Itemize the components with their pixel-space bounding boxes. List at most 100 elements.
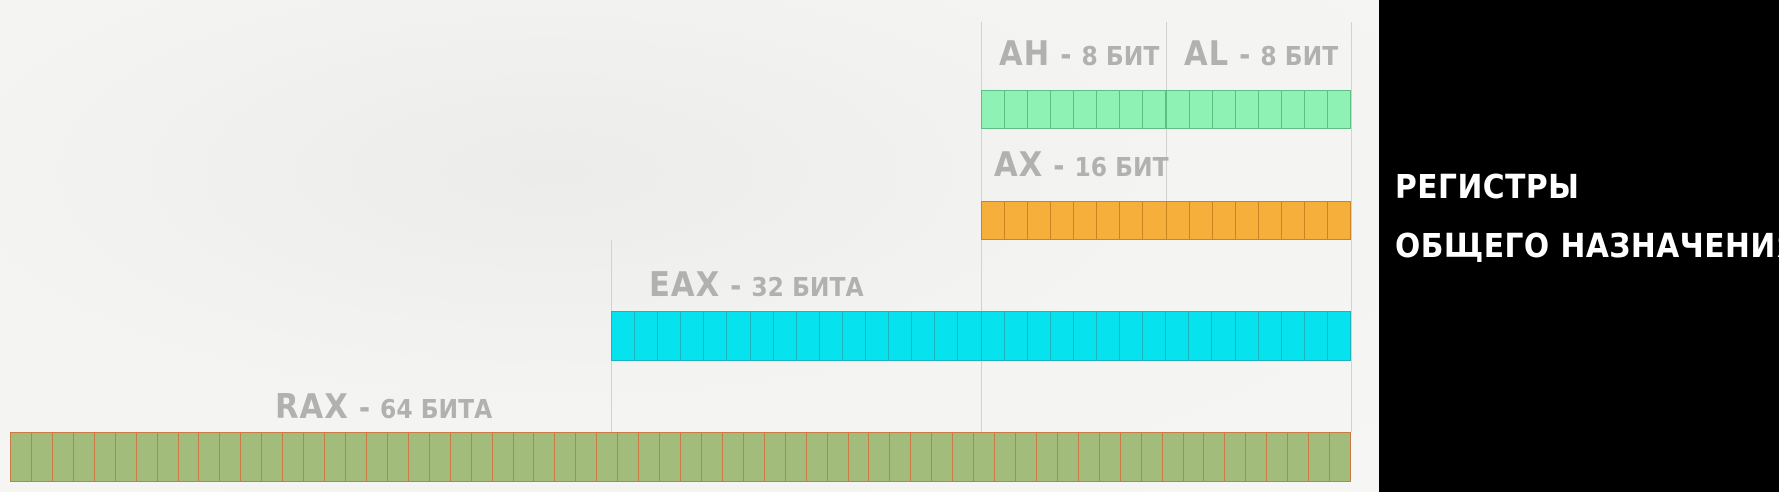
bit-cell xyxy=(1280,202,1304,239)
bit-cell xyxy=(847,433,869,481)
bit-cell xyxy=(261,433,283,481)
bit-cell xyxy=(282,433,304,481)
bit-cell xyxy=(638,433,660,481)
bit-cell xyxy=(11,433,31,481)
bit-cell xyxy=(1142,312,1166,360)
register-diagram: AH -8 БИТ AL -8 БИТ AX -16 БИТ EAX -32 БИТА … xyxy=(0,0,1379,492)
bit-cell xyxy=(407,433,429,481)
bit-cell xyxy=(612,312,635,360)
ah-bits: 8 БИТ xyxy=(1081,42,1160,72)
bit-cell xyxy=(1304,91,1327,128)
bit-cell xyxy=(1235,91,1258,128)
bit-cell xyxy=(1308,433,1330,481)
bit-cell xyxy=(512,433,534,481)
bit-cell xyxy=(1280,312,1304,360)
bit-cell xyxy=(365,433,387,481)
bit-cell xyxy=(1119,202,1143,239)
ax-label: AX -16 БИТ xyxy=(994,145,1169,185)
bit-cell xyxy=(659,433,680,481)
bit-cell xyxy=(1027,91,1050,128)
bit-cell xyxy=(1096,202,1120,239)
bit-cell xyxy=(1329,433,1350,481)
bit-cell xyxy=(1073,91,1096,128)
bit-cell xyxy=(470,433,492,481)
bit-cell xyxy=(911,312,935,360)
bit-cell xyxy=(772,312,796,360)
eax-dash: - xyxy=(730,269,742,304)
bit-cell xyxy=(1142,202,1166,239)
bit-cell xyxy=(156,433,178,481)
title-line-2: ОБЩЕГО НАЗНАЧЕНИЯ xyxy=(1395,226,1779,265)
bit-cell xyxy=(1326,312,1350,360)
bit-cell xyxy=(763,433,785,481)
bit-cell xyxy=(1142,91,1165,128)
bit-cell xyxy=(634,312,658,360)
bit-cell xyxy=(1211,312,1235,360)
bit-cell xyxy=(1257,202,1281,239)
bit-cell xyxy=(491,433,513,481)
bit-cell xyxy=(742,433,764,481)
bit-cell xyxy=(72,433,94,481)
bit-cell xyxy=(1096,91,1119,128)
eax-bits: 32 БИТА xyxy=(751,273,864,303)
bit-cell xyxy=(93,433,115,481)
bit-cell xyxy=(617,433,639,481)
bit-cell xyxy=(1161,433,1183,481)
bit-cell xyxy=(1119,91,1142,128)
bit-cell xyxy=(1257,312,1281,360)
bit-cell xyxy=(865,312,889,360)
bit-cell xyxy=(952,433,974,481)
bit-cell xyxy=(135,433,157,481)
rax-label: RAX -64 БИТА xyxy=(275,387,492,427)
bit-cell xyxy=(1258,91,1281,128)
bit-cell xyxy=(910,433,932,481)
bit-cell xyxy=(1095,312,1120,360)
bit-cell xyxy=(1077,433,1099,481)
rax-bits: 64 БИТА xyxy=(380,395,493,425)
eax-name: EAX xyxy=(649,265,721,305)
bit-cell xyxy=(749,312,773,360)
bit-cell xyxy=(1004,91,1027,128)
bit-cell xyxy=(818,312,842,360)
bit-cell xyxy=(1073,202,1097,239)
bit-cell xyxy=(982,91,1004,128)
bit-cell xyxy=(700,433,722,481)
rax-name: RAX xyxy=(275,387,349,427)
bit-cell xyxy=(980,312,1004,360)
ah-label: AH -8 БИТ xyxy=(999,34,1159,74)
bit-cell xyxy=(1211,202,1235,239)
title-panel: РЕГИСТРЫ ОБЩЕГО НАЗНАЧЕНИЯ xyxy=(1379,0,1779,492)
bit-cell xyxy=(1098,433,1120,481)
ah-dash: - xyxy=(1060,38,1072,73)
bit-cell xyxy=(1165,312,1189,360)
bit-cell xyxy=(805,433,827,481)
al-bits: 8 БИТ xyxy=(1260,42,1339,72)
bit-cell xyxy=(1203,433,1225,481)
bit-cell xyxy=(1165,202,1189,239)
bit-cell xyxy=(1224,433,1246,481)
bit-cell xyxy=(1027,202,1051,239)
bit-cell xyxy=(657,312,681,360)
bit-cell xyxy=(1287,433,1309,481)
bit-cell xyxy=(596,433,618,481)
bit-cell xyxy=(345,433,366,481)
al-name: AL xyxy=(1184,34,1230,74)
bit-cell xyxy=(219,433,241,481)
bit-cell xyxy=(1056,433,1078,481)
ax-register-bar xyxy=(981,201,1351,240)
bit-cell xyxy=(1303,202,1327,239)
bit-cell xyxy=(1188,202,1212,239)
bit-cell xyxy=(931,433,953,481)
bit-cell xyxy=(1119,433,1141,481)
bit-cell xyxy=(1326,202,1350,239)
ah-name: AH xyxy=(999,34,1051,74)
bit-cell xyxy=(680,433,701,481)
bit-cell xyxy=(888,312,912,360)
bit-cell xyxy=(386,433,408,481)
rax-dash: - xyxy=(358,391,371,426)
bit-cell xyxy=(303,433,325,481)
bit-cell xyxy=(889,433,911,481)
bit-cell xyxy=(240,433,262,481)
bit-cell xyxy=(982,202,1005,239)
bit-cell xyxy=(1266,433,1288,481)
